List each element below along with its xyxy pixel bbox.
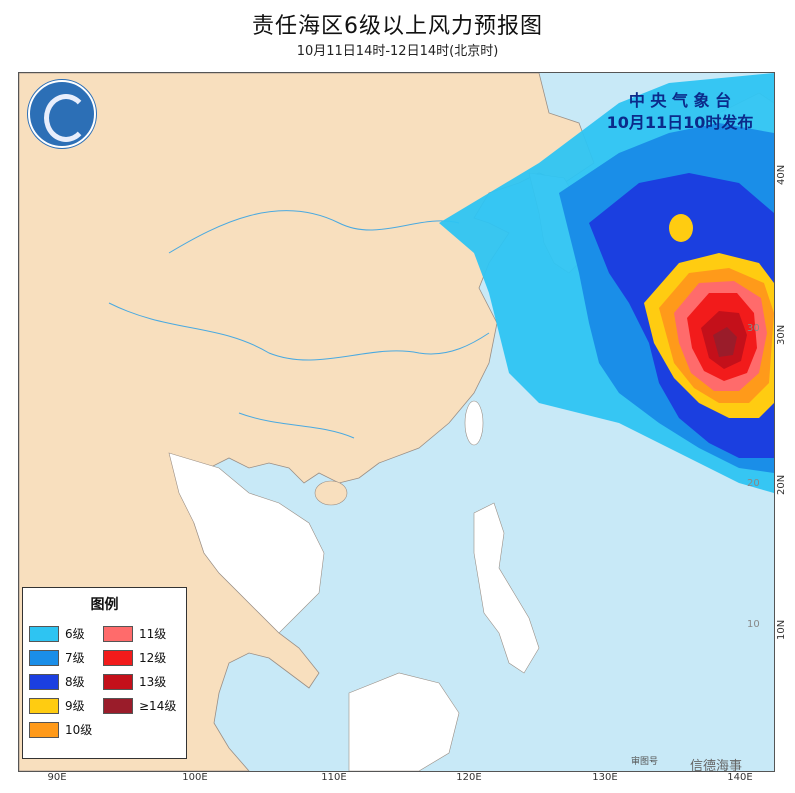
legend-label-9: 9级 — [65, 699, 85, 713]
y-tick: 10N — [776, 619, 787, 640]
yellow-river — [168, 210, 460, 254]
review-number: 审图号 — [631, 757, 659, 767]
x-tick: 90E — [47, 772, 67, 783]
map-title: 责任海区6级以上风力预报图 — [252, 14, 543, 39]
indochina-land — [168, 452, 325, 634]
legend-label-7: 7级 — [65, 651, 85, 665]
lat-label-30: 30 — [747, 323, 760, 334]
legend-label-12: 12级 — [139, 651, 167, 665]
legend-label-6: 6级 — [65, 627, 85, 641]
legend-swatch-13 — [103, 674, 133, 690]
legend-swatch-11 — [103, 626, 133, 642]
lat-label-10: 10 — [747, 619, 760, 630]
legend-label-13: 13级 — [139, 675, 167, 689]
legend: 图例 6级 7级 8级 9级 10级 11级 12级 13级 ≥14级 — [22, 587, 187, 759]
pearl-river — [238, 412, 355, 439]
legend-swatch-7 — [29, 650, 59, 666]
y-tick: 30N — [776, 324, 787, 345]
wind-14-zone — [713, 327, 737, 357]
wind-9-patch — [669, 214, 693, 242]
legend-swatch-12 — [103, 650, 133, 666]
x-tick: 100E — [182, 772, 208, 783]
y-tick: 20N — [776, 474, 787, 495]
legend-label-8: 8级 — [65, 675, 85, 689]
x-tick: 140E — [727, 772, 753, 783]
legend-swatch-14 — [103, 698, 133, 714]
x-tick: 130E — [592, 772, 618, 783]
x-tick: 120E — [456, 772, 482, 783]
issuer-name: 中 央 气 象 台 — [628, 91, 732, 110]
legend-swatch-8 — [29, 674, 59, 690]
taiwan-land — [464, 400, 484, 446]
hainan-land — [314, 480, 348, 506]
issue-time: 10月11日10时发布 — [606, 113, 754, 132]
wind-zones — [439, 73, 774, 493]
y-tick: 40N — [776, 164, 787, 185]
borneo-land — [348, 672, 460, 771]
philippines-land — [473, 502, 540, 674]
legend-swatch-10 — [29, 722, 59, 738]
x-tick: 110E — [321, 772, 347, 783]
issuer-block: 中 央 气 象 台 10月11日10时发布 — [590, 90, 770, 134]
watermark: 信德海事 — [690, 759, 743, 774]
map-subtitle: 10月11日14时-12日14时(北京时) — [296, 44, 499, 59]
lat-label-20: 20 — [747, 478, 760, 489]
cma-logo-icon — [28, 80, 96, 148]
legend-label-10: 10级 — [65, 723, 93, 737]
yangtze-river — [108, 302, 490, 361]
legend-title: 图例 — [90, 597, 119, 613]
legend-swatch-9 — [29, 698, 59, 714]
legend-label-11: 11级 — [139, 627, 167, 641]
legend-swatch-6 — [29, 626, 59, 642]
legend-label-14: ≥14级 — [139, 699, 177, 713]
